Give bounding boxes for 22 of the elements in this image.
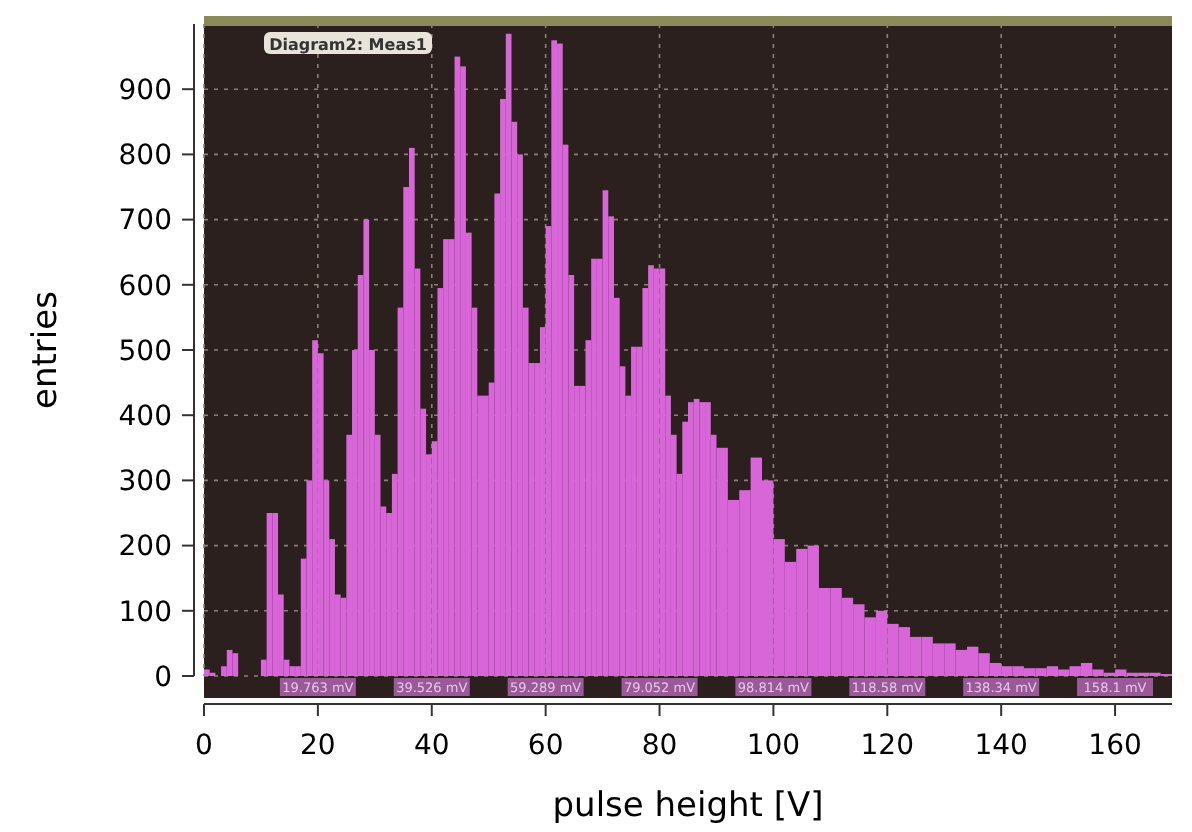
y-tick-label: 0 bbox=[154, 661, 172, 694]
y-tick-label: 600 bbox=[118, 270, 172, 303]
y-tick-label: 300 bbox=[118, 466, 172, 499]
x-tick-label: 40 bbox=[413, 730, 450, 762]
x-tick-label: 160 bbox=[1088, 730, 1142, 762]
y-tick-label: 700 bbox=[118, 205, 172, 238]
x-tick-label: 0 bbox=[195, 730, 213, 762]
y-tick-label: 900 bbox=[118, 75, 172, 107]
x-tick-label: 80 bbox=[641, 730, 678, 762]
annotation: Diagram2: Meas1 bbox=[269, 36, 428, 54]
x-tick-label: 120 bbox=[860, 730, 915, 762]
x-tick-label: 60 bbox=[527, 730, 564, 762]
y-axis-title: entries bbox=[26, 290, 66, 409]
x-tick-label: 20 bbox=[300, 730, 336, 762]
y-tick-label: 500 bbox=[118, 335, 172, 368]
y-tick-label: 200 bbox=[118, 531, 172, 564]
y-tick-label: 400 bbox=[118, 401, 172, 433]
x-axis-title: pulse height [V] bbox=[552, 786, 824, 826]
y-tick-label: 100 bbox=[118, 596, 172, 629]
x-tick-label: 140 bbox=[974, 730, 1028, 762]
y-tick-label: 800 bbox=[118, 140, 172, 173]
x-tick-label: 100 bbox=[746, 730, 801, 762]
